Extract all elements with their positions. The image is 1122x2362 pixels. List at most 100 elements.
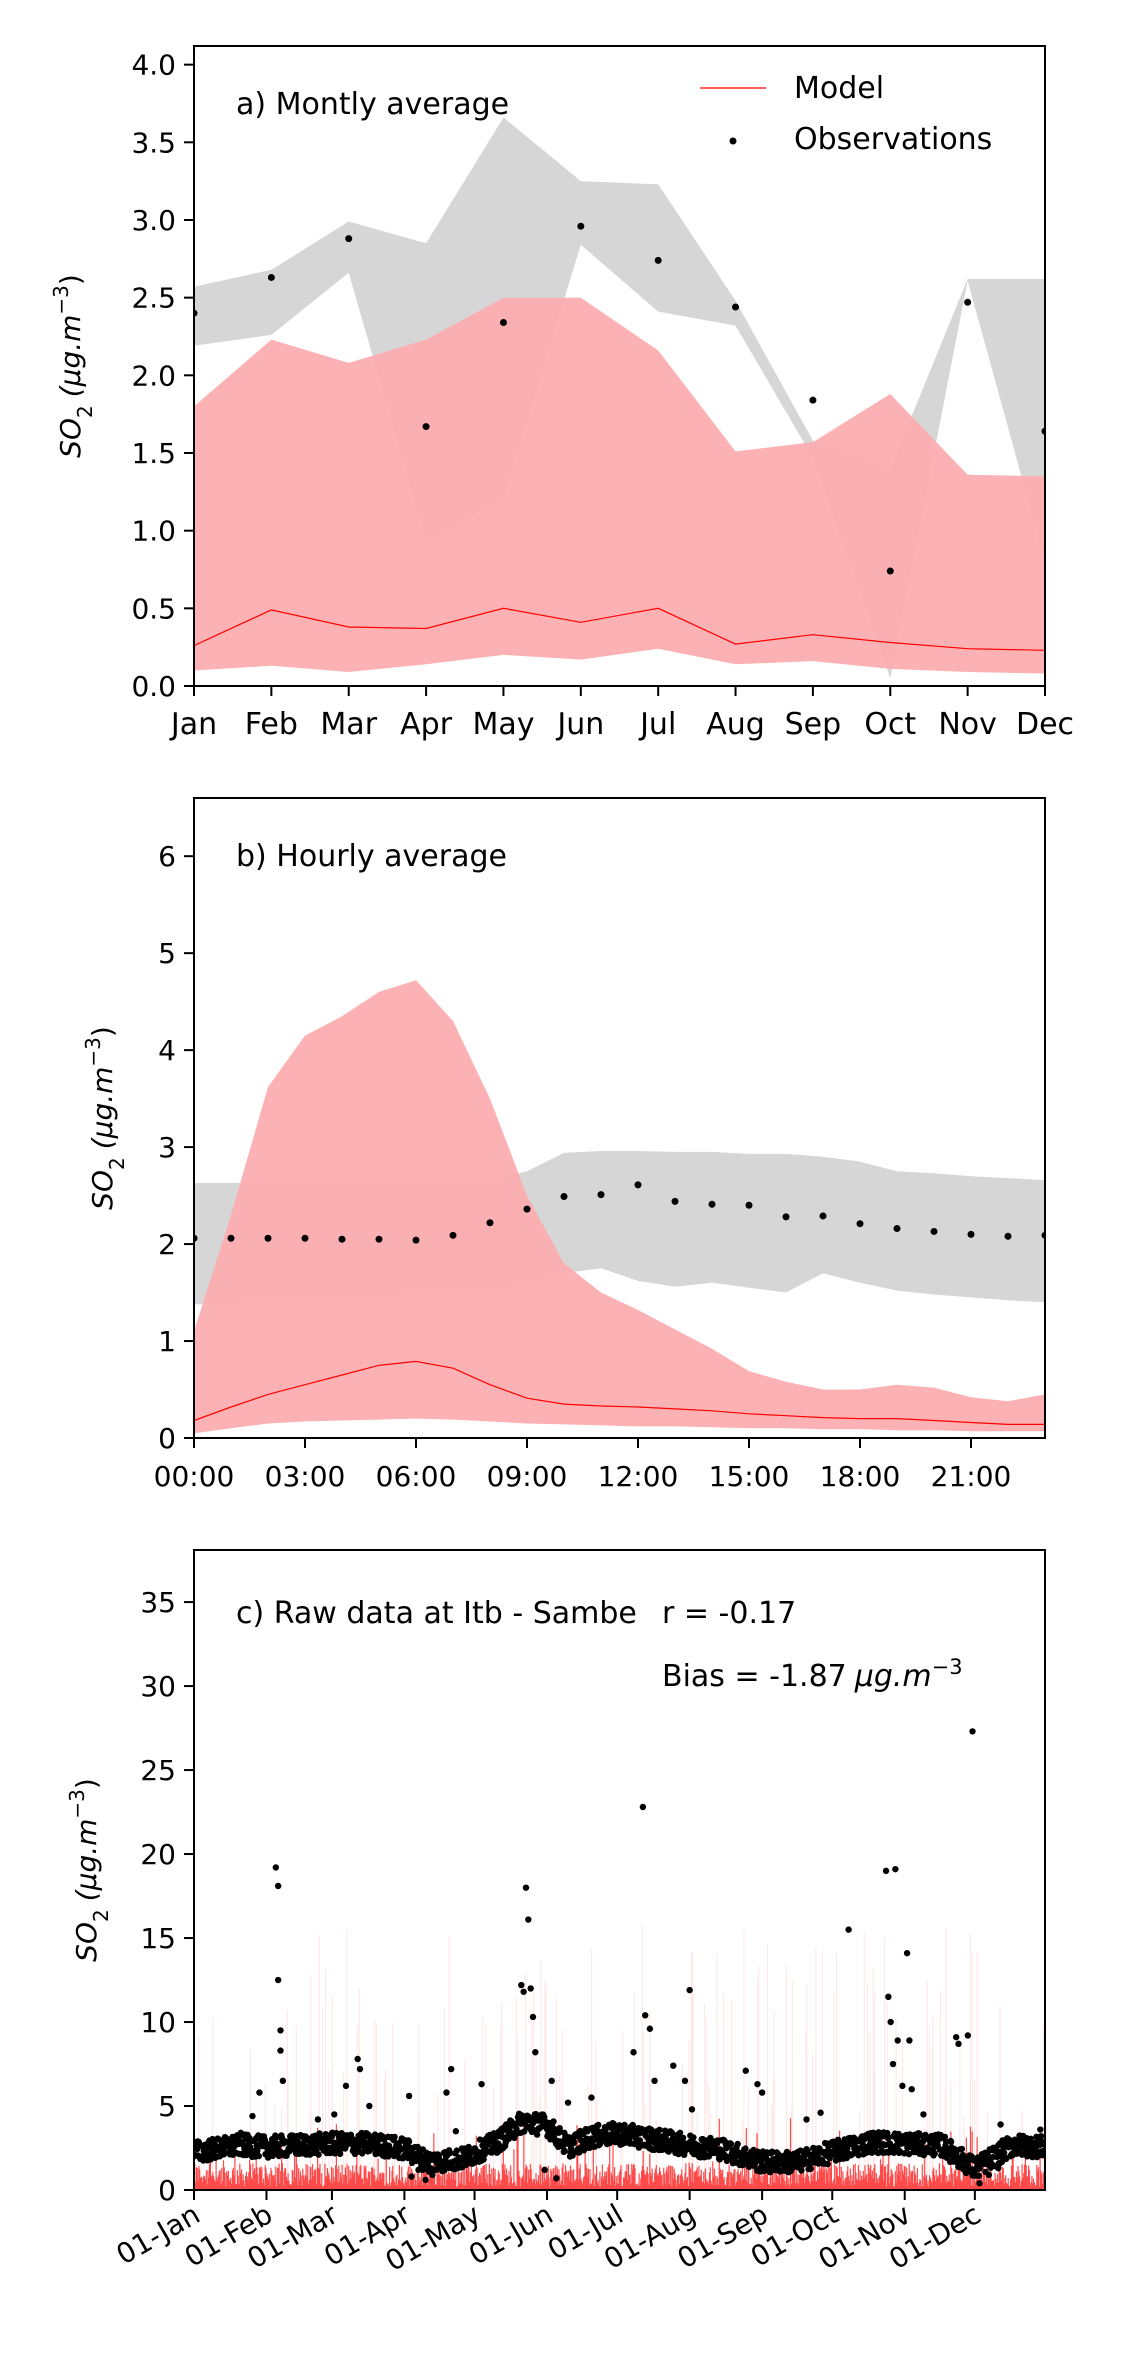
observation-peak-point xyxy=(758,2089,766,2096)
observation-peak-point xyxy=(356,2065,364,2073)
observation-point-hour-21 xyxy=(967,1230,975,1238)
panel-b-x-tick-label: 00:00 xyxy=(154,1460,235,1493)
observation-peak-point xyxy=(354,2055,361,2063)
panel-a-y-tick-label: 3.0 xyxy=(131,204,176,237)
observation-peak-point xyxy=(955,2040,962,2048)
panel-c-y-tick-label: 20 xyxy=(140,1838,176,1871)
panel-c-x-ticks: 01-Jan01-Feb01-Mar01-Apr01-May01-Jun01-J… xyxy=(111,2190,986,2278)
observation-peak-point xyxy=(920,2111,927,2118)
observation-point xyxy=(679,2134,687,2141)
observation-point xyxy=(321,2140,328,2147)
observation-point-hour-3 xyxy=(301,1234,309,1242)
observation-point xyxy=(834,2136,842,2143)
panel-a-x-tick-label: Sep xyxy=(785,707,842,742)
observation-point xyxy=(570,2139,578,2146)
observation-point-hour-7 xyxy=(449,1231,457,1239)
observation-peak-point xyxy=(256,2089,263,2096)
observation-point-hour-6 xyxy=(412,1236,420,1244)
observation-point xyxy=(770,2166,778,2174)
panel-c-y-tick-label: 10 xyxy=(140,2006,176,2039)
observation-point xyxy=(985,2171,993,2179)
observation-peak-point xyxy=(892,1865,899,1873)
observation-peak-point xyxy=(277,2047,284,2054)
observation-point xyxy=(1037,2133,1045,2140)
observation-peak-point xyxy=(908,2086,915,2093)
panel-c-y-ticks: 0 5 10 15 20 25 30 35 xyxy=(140,1586,194,2207)
observation-point-hour-4 xyxy=(338,1235,346,1243)
panel-b-x-tick-label: 03:00 xyxy=(265,1460,346,1493)
observation-point xyxy=(669,2134,677,2142)
panel-a-plot-area xyxy=(194,117,1045,679)
panel-c-y-tick-label: 0 xyxy=(158,2174,176,2207)
panel-a-x-tick-label: Nov xyxy=(938,707,997,742)
observation-point-hour-12 xyxy=(634,1181,642,1189)
observation-point-hour-10 xyxy=(560,1193,568,1201)
observation-point xyxy=(824,2160,831,2168)
panel-b-y-tick-label: 2 xyxy=(158,1228,176,1261)
observation-point xyxy=(336,2150,344,2157)
panel-a-x-tick-label: Dec xyxy=(1016,707,1074,742)
panel-b-axes-frame xyxy=(193,797,1046,1439)
observation-point xyxy=(391,2133,398,2141)
observation-peak-point xyxy=(277,2027,284,2034)
observation-point xyxy=(656,2126,663,2133)
observation-peak-point xyxy=(889,2060,897,2068)
model-range-band xyxy=(194,980,1045,1434)
observation-point-jul xyxy=(654,256,662,264)
panel-b-y-tick-label: 5 xyxy=(158,937,176,970)
observation-point-hour-22 xyxy=(1004,1232,1012,1240)
observation-point xyxy=(595,2121,602,2129)
panel-a-x-tick-label: Mar xyxy=(320,707,377,742)
observation-peak-point xyxy=(686,1986,693,1994)
observation-point xyxy=(676,2129,684,2136)
model-range-band xyxy=(194,297,1045,674)
observation-point-hour-9 xyxy=(523,1205,531,1213)
observation-peak-point xyxy=(969,1728,976,1735)
panel-c-bias-text: Bias = -1.87 μg.m−3 xyxy=(662,1655,963,1694)
observation-point xyxy=(931,2150,938,2157)
panel-a-y-tick-label: 1.0 xyxy=(131,515,176,548)
observation-point xyxy=(1011,2136,1019,2143)
observation-point xyxy=(405,2138,413,2145)
panel-b-y-tick-label: 6 xyxy=(158,840,176,873)
observation-point xyxy=(429,2171,436,2179)
observation-peak-point xyxy=(642,2012,649,2019)
observation-point xyxy=(480,2156,487,2163)
panel-a-y-tick-label: 2.5 xyxy=(131,282,176,315)
observation-peak-point xyxy=(742,2067,749,2074)
observation-peak-point xyxy=(906,2037,913,2044)
observation-point xyxy=(541,2114,548,2121)
observation-point xyxy=(849,2151,856,2158)
observation-point xyxy=(665,2148,672,2155)
panel-c-y-axis-label: SO2(μg.m−3) xyxy=(65,1778,113,1962)
observation-point xyxy=(941,2133,949,2141)
observation-point xyxy=(1040,2147,1045,2155)
observation-point-nov xyxy=(964,298,972,306)
panel-a-y-tick-label: 2.0 xyxy=(131,359,176,392)
observation-point-hour-13 xyxy=(671,1197,679,1205)
panel-c-correlation-text: r = -0.17 xyxy=(662,1596,796,1631)
observation-peak-point xyxy=(681,2077,689,2085)
observation-peak-point xyxy=(405,2092,413,2100)
panel-a-y-tick-label: 3.5 xyxy=(131,126,176,159)
panel-b-x-ticks: 00:00 03:00 06:00 09:00 12:00 15:00 18:00 21:00 xyxy=(154,1438,1012,1493)
panel-a-axes-frame xyxy=(193,45,1046,687)
panel-c-y-tick-label: 5 xyxy=(158,2090,176,2123)
observation-point xyxy=(906,2131,914,2138)
panel-c-y-tick-label: 15 xyxy=(140,1922,176,1955)
observation-point xyxy=(255,2152,262,2160)
panel-b-x-tick-label: 18:00 xyxy=(820,1460,901,1493)
panel-a-y-tick-label: 1.5 xyxy=(131,437,176,470)
observation-peak-point xyxy=(894,2037,901,2044)
observation-point xyxy=(556,2125,563,2132)
observation-point xyxy=(727,2140,735,2148)
panel-b-x-tick-label: 21:00 xyxy=(931,1460,1012,1493)
observation-point-hour-19 xyxy=(893,1225,901,1233)
observation-points xyxy=(194,222,1045,575)
panel-b-y-ticks: 0 1 2 3 4 5 6 xyxy=(158,840,194,1455)
panel-b-label: b) Hourly average xyxy=(236,839,507,874)
panel-a-x-tick-label: Aug xyxy=(706,707,765,742)
observation-point xyxy=(758,2157,765,2164)
observation-point-oct xyxy=(886,567,894,575)
panel-b-plot-area xyxy=(194,980,1045,1434)
